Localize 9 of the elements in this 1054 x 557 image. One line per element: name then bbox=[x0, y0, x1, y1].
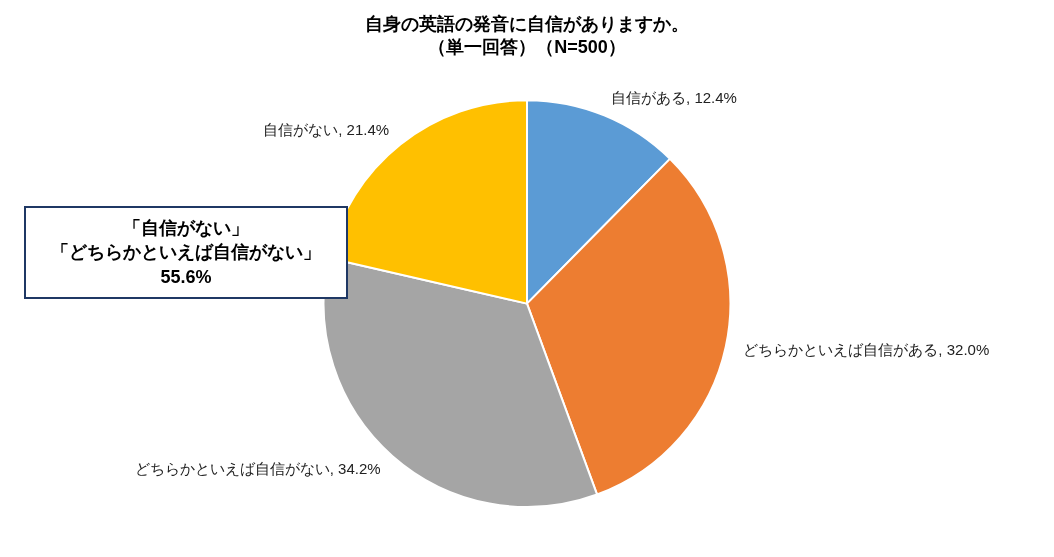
chart-subtitle: （単一回答）（N=500） bbox=[428, 37, 626, 58]
slice-label: どちらかといえば自信がない, 34.2% bbox=[134, 459, 381, 477]
slice-label: 自信がある, 12.4% bbox=[611, 88, 737, 106]
slice-label: 自信がない, 21.4% bbox=[263, 120, 390, 138]
text: 「どちらかといえば自信がない」 bbox=[50, 241, 322, 265]
text: 「自信がない」 bbox=[122, 217, 250, 240]
chart-title: 自身の英語の発音に自信がありますか。 bbox=[365, 13, 689, 34]
slice-label: どちらかといえば自信がある, 32.0% bbox=[743, 340, 990, 358]
text: 55.6% bbox=[159, 265, 213, 289]
